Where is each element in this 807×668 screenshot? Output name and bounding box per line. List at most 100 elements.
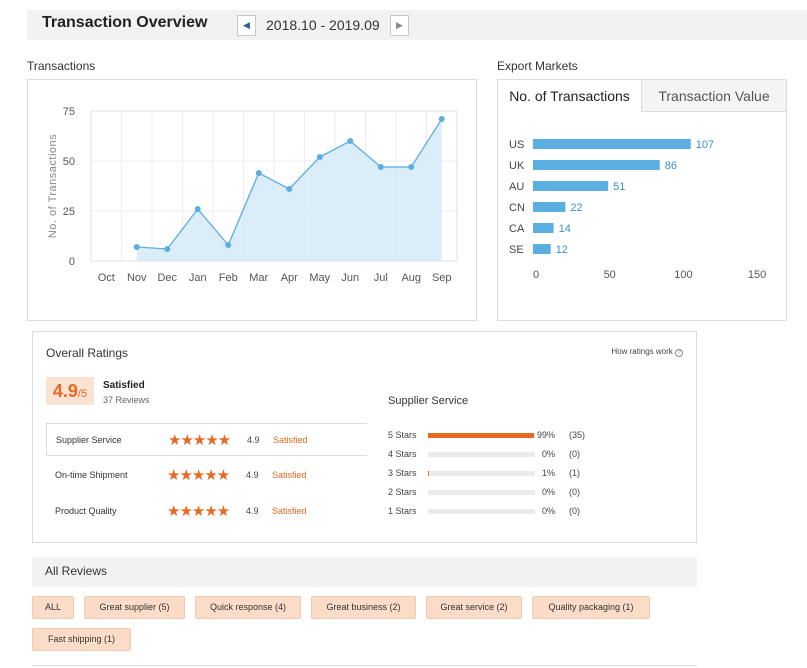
- x-tick-label: May: [309, 272, 330, 284]
- y-tick-label: 50: [63, 156, 75, 168]
- bar[interactable]: [533, 202, 566, 212]
- bar-value-label: 51: [613, 181, 625, 193]
- category-label: CA: [509, 223, 525, 235]
- x-tick-label: Mar: [249, 272, 268, 284]
- category-label: AU: [509, 181, 524, 193]
- bar[interactable]: [533, 160, 660, 170]
- page-title: Transaction Overview: [42, 14, 208, 31]
- bar[interactable]: [533, 139, 691, 149]
- bar-value-label: 12: [556, 244, 568, 256]
- how-ratings-work-link[interactable]: How ratings work ?: [611, 347, 683, 357]
- criterion-name: On-time Shipment: [55, 470, 128, 480]
- bar[interactable]: [533, 181, 609, 191]
- review-tag-all[interactable]: ALL: [32, 596, 74, 619]
- x-tick-label: Dec: [157, 272, 177, 284]
- data-point[interactable]: [133, 244, 140, 250]
- score-denominator: /5: [77, 388, 88, 400]
- data-point[interactable]: [347, 138, 354, 144]
- distribution-fill: [428, 471, 430, 476]
- distribution-label: 3 Stars: [388, 468, 417, 478]
- overall-score-badge: 4.9/5: [46, 377, 94, 405]
- chevron-right-icon: ▶: [396, 20, 403, 30]
- tab-no-of-transactions[interactable]: No. of Transactions: [498, 80, 642, 112]
- x-tick-label: Jul: [374, 272, 388, 284]
- distribution-label: 4 Stars: [388, 449, 417, 459]
- distribution-bar: [428, 452, 535, 457]
- data-point[interactable]: [377, 164, 384, 170]
- distribution-row: 2 Stars 0% (0): [388, 486, 628, 500]
- distribution-count: (0): [569, 449, 580, 459]
- y-tick-label: 25: [63, 206, 75, 218]
- review-tag[interactable]: Quality packaging (1): [532, 596, 650, 619]
- x-tick-label: Apr: [281, 272, 298, 284]
- y-tick-label: 75: [63, 106, 75, 118]
- review-tag[interactable]: Fast shipping (1): [32, 628, 131, 651]
- data-point[interactable]: [164, 246, 171, 252]
- x-tick-label: Sep: [432, 272, 452, 284]
- export-markets-panel: No. of Transactions Transaction Value US…: [497, 79, 787, 321]
- help-icon: ?: [675, 349, 683, 357]
- distribution-percent: 1%: [541, 468, 555, 478]
- data-point[interactable]: [225, 242, 232, 248]
- distribution-count: (0): [569, 506, 580, 516]
- distribution-bar: [428, 490, 535, 495]
- distribution-row: 3 Stars 1% (1): [388, 467, 628, 481]
- review-tag[interactable]: Great supplier (5): [84, 596, 185, 619]
- distribution-percent: 0%: [541, 449, 555, 459]
- data-point[interactable]: [408, 164, 415, 170]
- overview-header: Transaction Overview ◀ 2018.10 - 2019.09…: [27, 10, 807, 40]
- distribution-row: 1 Stars 0% (0): [388, 505, 628, 519]
- date-range: 2018.10 - 2019.09: [266, 17, 380, 33]
- review-count: 37 Reviews: [103, 395, 150, 405]
- transactions-chart: 0 25 50 75 Oct Nov Dec Jan Feb Mar Apr May Jun Jul Aug…: [47, 106, 458, 284]
- prev-period-button[interactable]: ◀: [237, 15, 256, 36]
- data-point[interactable]: [194, 206, 201, 212]
- data-point[interactable]: [286, 186, 293, 192]
- ratings-title: Overall Ratings: [46, 346, 129, 360]
- distribution-label: 5 Stars: [388, 430, 417, 440]
- bar[interactable]: [533, 223, 554, 233]
- detail-title: Supplier Service: [388, 395, 469, 407]
- distribution-percent: 0%: [541, 506, 555, 516]
- criterion-name: Supplier Service: [56, 435, 122, 445]
- distribution-count: (0): [569, 487, 580, 497]
- distribution-row: 5 Stars 99% (35): [388, 429, 628, 443]
- category-label: CN: [509, 202, 525, 214]
- y-axis-label: No. of Transactions: [47, 134, 59, 238]
- distribution-count: (1): [569, 468, 580, 478]
- x-tick-label: 0: [533, 269, 539, 281]
- criterion-supplier-service[interactable]: Supplier Service ★★★★★ 4.9 Satisfied: [46, 423, 367, 456]
- distribution-percent: 0%: [541, 487, 555, 497]
- tab-transaction-value[interactable]: Transaction Value: [642, 80, 786, 112]
- x-tick-label: Oct: [98, 272, 115, 284]
- x-tick-label: Feb: [219, 272, 238, 284]
- criterion-score: 4.9: [247, 435, 260, 445]
- export-markets-chart: US 107 UK 86 AU 51 CN 22 CA 14 SE 12 0 50 100 150: [509, 139, 766, 281]
- distribution-label: 1 Stars: [388, 506, 417, 516]
- overall-status: Satisfied: [103, 380, 145, 391]
- bar-value-label: 14: [559, 223, 571, 235]
- data-point[interactable]: [316, 154, 323, 160]
- distribution-label: 2 Stars: [388, 487, 417, 497]
- x-tick-label: Jun: [341, 272, 359, 284]
- criterion-score: 4.9: [246, 470, 259, 480]
- x-tick-label: 150: [748, 269, 766, 281]
- data-point[interactable]: [255, 170, 262, 176]
- criterion-status: Satisfied: [272, 470, 307, 480]
- how-ratings-work-label: How ratings work: [611, 347, 673, 356]
- star-rating-icon: ★★★★★: [167, 503, 230, 520]
- review-tag[interactable]: Great service (2): [426, 596, 522, 619]
- review-tag[interactable]: Great business (2): [311, 596, 416, 619]
- criterion-product-quality[interactable]: Product Quality ★★★★★ 4.9 Satisfied: [46, 495, 367, 528]
- export-markets-label: Export Markets: [497, 59, 578, 73]
- data-point[interactable]: [438, 116, 445, 122]
- distribution-bar: [428, 433, 535, 438]
- bar-value-label: 86: [665, 160, 677, 172]
- next-period-button[interactable]: ▶: [390, 15, 409, 36]
- review-tag[interactable]: Quick response (4): [195, 596, 301, 619]
- bar[interactable]: [533, 244, 551, 254]
- transactions-label: Transactions: [27, 59, 96, 73]
- category-label: US: [509, 139, 524, 151]
- criterion-on-time-shipment[interactable]: On-time Shipment ★★★★★ 4.9 Satisfied: [46, 459, 367, 492]
- all-reviews-title: All Reviews: [45, 564, 108, 578]
